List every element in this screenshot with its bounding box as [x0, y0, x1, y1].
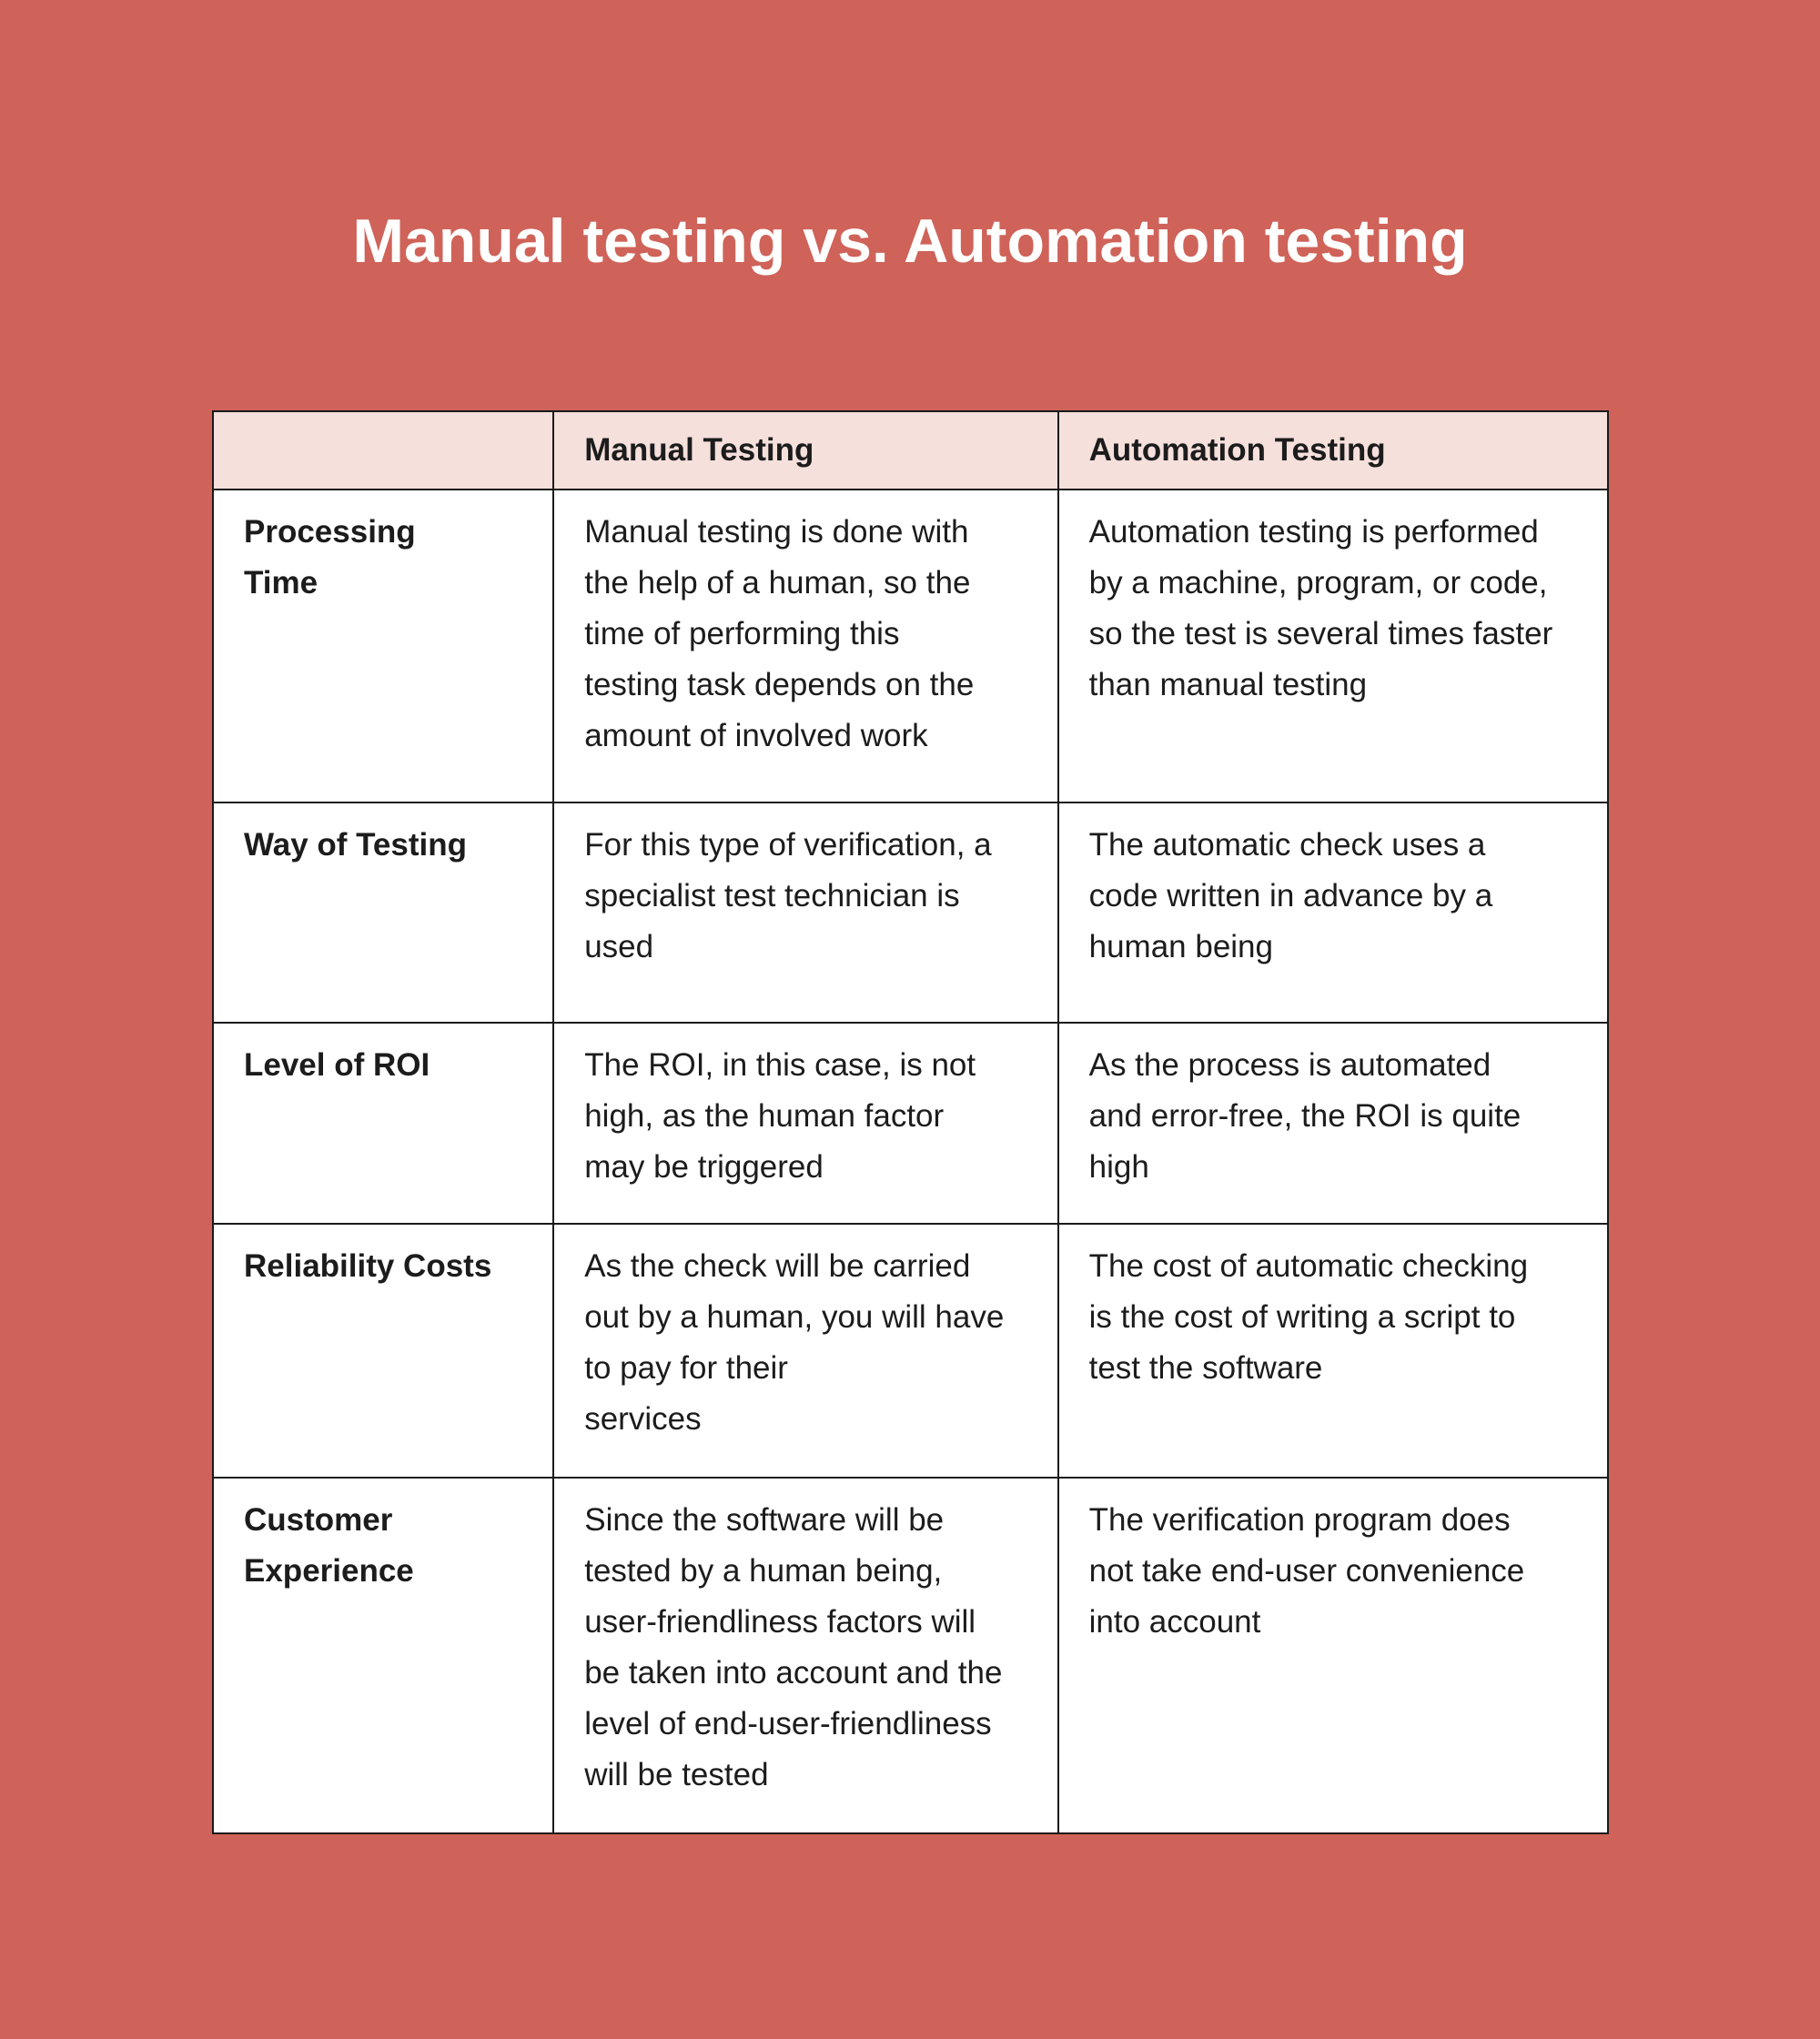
cell-text-line: high	[1088, 1149, 1149, 1185]
table-header-row: Manual Testing Automation Testing	[211, 410, 1610, 490]
cell-text-line: Manual testing is done with	[584, 514, 969, 550]
cell-text-line: the help of a human, so the	[584, 565, 971, 601]
page-title: Manual testing vs. Automation testing	[352, 207, 1468, 276]
cell-text-line: out by a human, you will have	[584, 1299, 1005, 1335]
row-label: Way of Testing	[211, 802, 555, 1024]
table-row: Way of Testing For this type of verificat…	[211, 802, 1610, 1024]
automation-cell: The automatic check uses a code written i…	[1057, 802, 1610, 1024]
cell-text-line: human being	[1088, 929, 1273, 964]
cell-text-line: into account	[1088, 1604, 1261, 1640]
cell-text-line: As the check will be carried	[584, 1248, 971, 1284]
row-label: Processing Time	[211, 489, 555, 803]
cell-text-line: will be tested	[584, 1757, 769, 1792]
cell-text-line: and error-free, the ROI is quite	[1088, 1098, 1522, 1134]
row-label: Level of ROI	[211, 1022, 555, 1225]
row-label: Reliability Costs	[211, 1223, 555, 1479]
cell-text-line: be taken into account and the	[584, 1655, 1003, 1691]
manual-cell: Since the software will be tested by a hu…	[552, 1477, 1059, 1834]
cell-text-line: code written in advance by a	[1088, 878, 1493, 914]
cell-text-line: not take end-user convenience	[1088, 1553, 1525, 1589]
cell-text-line: specialist test technician is	[584, 878, 960, 914]
cell-text-line: Reliability Costs	[244, 1248, 492, 1284]
cell-text-line: test the software	[1088, 1350, 1323, 1386]
table-row: Processing Time Manual testing is done wit…	[211, 489, 1610, 803]
manual-cell: Manual testing is done with the help of a…	[552, 489, 1059, 803]
automation-cell: The cost of automatic checking is the cos…	[1057, 1223, 1610, 1479]
cell-text-line: Since the software will be	[584, 1502, 945, 1538]
cell-text-line: Time	[244, 565, 318, 601]
cell-text-line: testing task depends on the	[584, 667, 975, 702]
cell-text-line: by a machine, program, or code,	[1088, 565, 1548, 601]
cell-text-line: Level of ROI	[244, 1047, 430, 1083]
cell-text-line: than manual testing	[1088, 667, 1368, 702]
cell-text-line: The cost of automatic checking	[1088, 1248, 1529, 1284]
cell-text-line: services	[584, 1401, 702, 1437]
comparison-table: Manual Testing Automation Testing Proces…	[211, 410, 1610, 1834]
cell-text-line: For this type of verification, a	[584, 827, 992, 863]
manual-cell: As the check will be carried out by a hum…	[552, 1223, 1059, 1479]
cell-text-line: Processing	[244, 514, 416, 550]
cell-text-line: The ROI, in this case, is not	[584, 1047, 976, 1083]
manual-cell: The ROI, in this case, is not high, as th…	[552, 1022, 1059, 1225]
automation-cell: Automation testing is performed by a mach…	[1057, 489, 1610, 803]
automation-cell: The verification program does not take en…	[1057, 1477, 1610, 1834]
row-label: Customer Experience	[211, 1477, 555, 1834]
header-empty	[211, 410, 555, 490]
cell-text-line: high, as the human factor	[584, 1098, 945, 1134]
table-row: Level of ROI The ROI, in this case, is no…	[211, 1022, 1610, 1225]
table-row: Customer Experience Since the software wil…	[211, 1477, 1610, 1834]
cell-text-line: Automation testing is performed	[1088, 514, 1539, 550]
cell-text-line: so the test is several times faster	[1088, 616, 1553, 651]
cell-text-line: to pay for their	[584, 1350, 788, 1386]
cell-text-line: The verification program does	[1088, 1502, 1511, 1538]
cell-text-line: is the cost of writing a script to	[1088, 1299, 1516, 1335]
cell-text-line: level of end-user-friendliness	[584, 1706, 992, 1741]
table-row: Reliability Costs As the check will be ca…	[211, 1223, 1610, 1479]
cell-text-line: The automatic check uses a	[1088, 827, 1486, 863]
cell-text-line: As the process is automated	[1088, 1047, 1491, 1083]
manual-cell: For this type of verification, a speciali…	[552, 802, 1059, 1024]
automation-cell: As the process is automated and error-fre…	[1057, 1022, 1610, 1225]
cell-text-line: amount of involved work	[584, 718, 928, 753]
cell-text-line: user-friendliness factors will	[584, 1604, 976, 1640]
header-automation-testing: Automation Testing	[1057, 410, 1610, 490]
cell-text-line: may be triggered	[584, 1149, 824, 1185]
cell-text-line: used	[584, 929, 654, 964]
cell-text-line: tested by a human being,	[584, 1553, 943, 1589]
header-manual-testing: Manual Testing	[552, 410, 1059, 490]
cell-text-line: time of performing this	[584, 616, 900, 651]
cell-text-line: Experience	[244, 1553, 414, 1589]
cell-text-line: Way of Testing	[244, 827, 467, 863]
cell-text-line: Customer	[244, 1502, 393, 1538]
